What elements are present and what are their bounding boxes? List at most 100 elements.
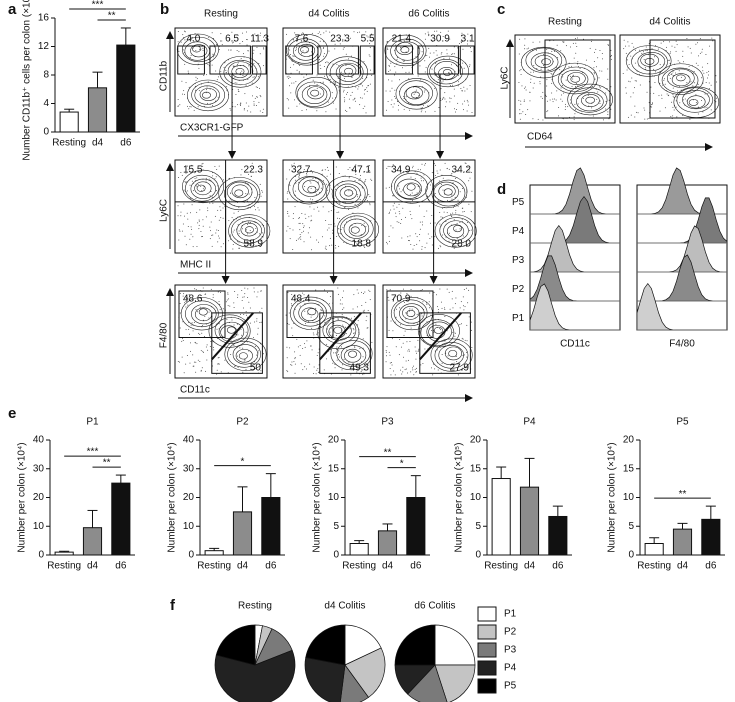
event-dot — [198, 332, 200, 334]
contour — [585, 96, 596, 104]
contour — [406, 309, 416, 317]
event-dot — [672, 93, 674, 95]
event-dot — [318, 58, 320, 60]
event-dot — [675, 100, 677, 102]
event-dot — [304, 186, 306, 188]
event-dot — [339, 233, 341, 235]
event-dot — [395, 216, 397, 218]
event-dot — [190, 106, 192, 108]
pie-title: d6 Colitis — [414, 601, 455, 612]
event-dot — [629, 81, 631, 83]
gate-value: 48.4 — [291, 294, 311, 305]
event-dot — [369, 299, 371, 301]
pie-title: Resting — [238, 601, 272, 612]
event-dot — [218, 237, 220, 239]
event-dot — [466, 351, 468, 353]
event-dot — [400, 191, 402, 193]
event-dot — [195, 309, 197, 311]
event-dot — [687, 46, 689, 48]
event-dot — [582, 38, 584, 40]
event-dot — [554, 50, 556, 52]
event-dot — [353, 332, 355, 334]
event-dot — [454, 332, 456, 334]
contour — [570, 87, 608, 113]
event-dot — [286, 370, 288, 372]
event-dot — [233, 212, 235, 214]
event-dot — [359, 104, 361, 106]
event-dot — [369, 47, 371, 49]
contour — [180, 297, 223, 331]
event-dot — [182, 34, 184, 36]
event-dot — [185, 297, 187, 299]
event-dot — [446, 38, 448, 40]
contour — [552, 62, 598, 95]
event-dot — [327, 328, 329, 330]
event-dot — [610, 49, 612, 51]
event-dot — [224, 359, 226, 361]
event-dot — [387, 101, 389, 103]
event-dot — [288, 75, 290, 77]
event-dot — [200, 350, 202, 352]
event-dot — [385, 355, 387, 357]
event-dot — [409, 235, 411, 237]
event-dot — [231, 319, 233, 321]
axis-label: CD11b — [159, 60, 170, 91]
event-dot — [318, 31, 320, 33]
event-dot — [187, 225, 189, 227]
event-dot — [332, 232, 334, 234]
event-dot — [203, 74, 205, 76]
contour — [185, 174, 219, 202]
event-dot — [351, 91, 353, 93]
event-dot — [294, 358, 296, 360]
event-dot — [398, 211, 400, 213]
event-dot — [394, 97, 396, 99]
event-dot — [406, 312, 408, 314]
event-dot — [332, 97, 334, 99]
event-dot — [336, 348, 338, 350]
event-dot — [408, 240, 410, 242]
event-dot — [549, 40, 551, 42]
event-dot — [400, 222, 402, 224]
event-dot — [695, 43, 697, 45]
event-dot — [197, 222, 199, 224]
event-dot — [206, 359, 208, 361]
event-dot — [230, 353, 232, 355]
event-dot — [177, 360, 179, 362]
event-dot — [388, 186, 390, 188]
event-dot — [551, 50, 553, 52]
event-dot — [530, 78, 532, 80]
event-dot — [546, 79, 548, 81]
event-dot — [402, 371, 404, 373]
event-dot — [240, 57, 242, 59]
event-dot — [237, 334, 239, 336]
event-dot — [242, 296, 244, 298]
event-dot — [448, 72, 450, 74]
event-dot — [247, 206, 249, 208]
event-dot — [288, 107, 290, 109]
significance-label: ** — [103, 458, 111, 469]
event-dot — [571, 85, 573, 87]
event-dot — [189, 238, 191, 240]
event-dot — [464, 306, 466, 308]
event-dot — [438, 107, 440, 109]
event-dot — [708, 87, 710, 89]
x-tick-label: d6 — [115, 561, 127, 572]
event-dot — [232, 342, 234, 344]
event-dot — [389, 362, 391, 364]
gate-value: 49.3 — [350, 363, 370, 374]
event-dot — [302, 223, 304, 225]
event-dot — [394, 374, 396, 376]
event-dot — [460, 301, 462, 303]
event-dot — [400, 369, 402, 371]
event-dot — [410, 289, 412, 291]
event-dot — [183, 215, 185, 217]
event-dot — [530, 71, 532, 73]
event-dot — [349, 167, 351, 169]
contour — [686, 95, 706, 109]
event-dot — [306, 368, 308, 370]
event-dot — [390, 104, 392, 106]
contour — [185, 300, 219, 328]
event-dot — [441, 353, 443, 355]
event-dot — [299, 234, 301, 236]
row-label: P2 — [512, 284, 525, 295]
